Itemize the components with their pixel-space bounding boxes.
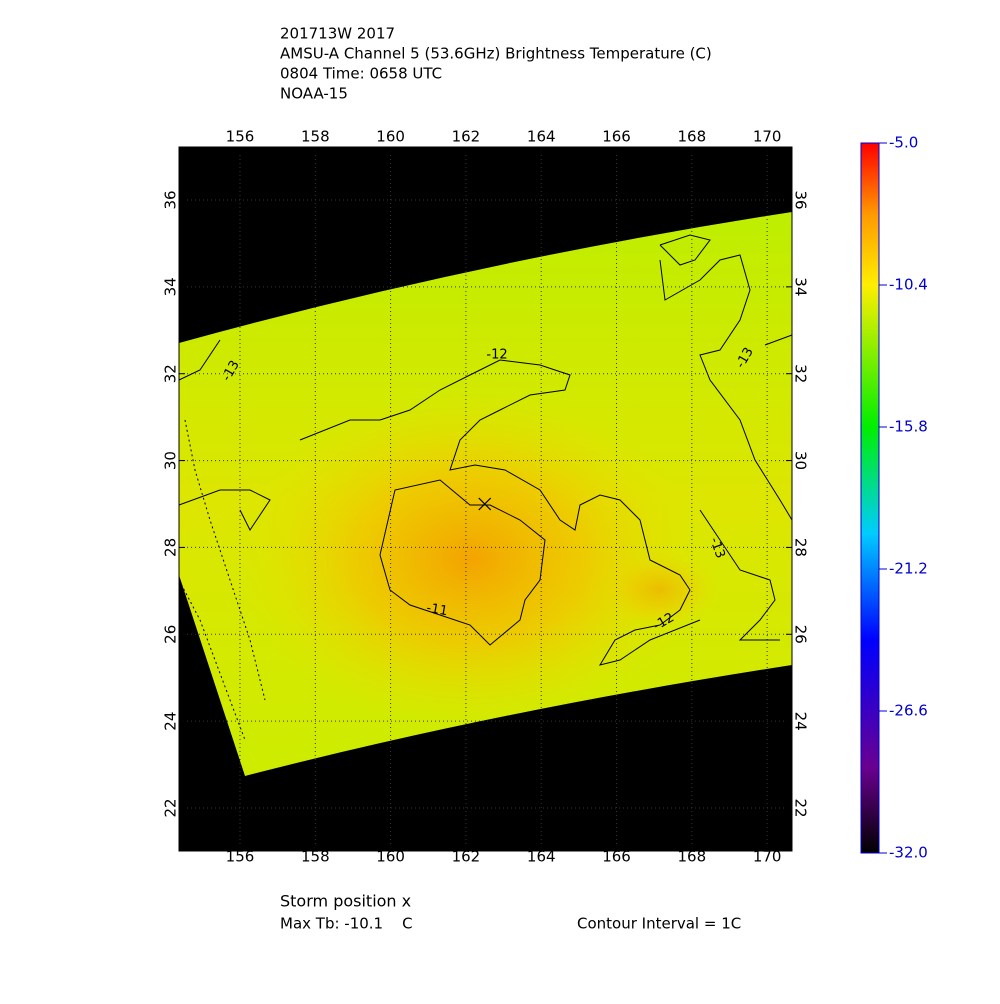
lat-label: 32: [162, 364, 180, 383]
lat-label: 36: [792, 190, 810, 209]
lat-label: 28: [162, 538, 180, 557]
lon-label: 160: [376, 128, 405, 146]
contour-label: -13: [706, 535, 727, 560]
lat-label: 26: [792, 625, 810, 644]
contour-label: -12: [486, 348, 507, 363]
lat-label: 22: [792, 798, 810, 817]
lat-label: 28: [792, 538, 810, 557]
lat-label: 34: [792, 277, 810, 296]
title-line: NOAA-15: [280, 85, 348, 103]
lon-label: 164: [527, 128, 556, 146]
lon-label: 162: [452, 848, 481, 866]
lon-label: 158: [301, 848, 330, 866]
contour-line: [178, 234, 793, 641]
lon-label: 170: [753, 848, 782, 866]
colorbar-label: -10.4: [889, 276, 928, 294]
title-line: 0804 Time: 0658 UTC: [280, 65, 442, 83]
contour-line: [178, 419, 266, 741]
lon-label: 158: [301, 128, 330, 146]
storm-note: Storm position x: [280, 892, 411, 911]
colorbar-ramp: [860, 142, 880, 854]
storm-x: [478, 497, 492, 511]
colorbar-label: -21.2: [889, 560, 928, 578]
warm-spot: [600, 550, 720, 630]
axes: 156 156 158 158 160 160 162 162 164 164 166 166 168 1…: [162, 128, 810, 866]
lat-label: 26: [162, 625, 180, 644]
lat-label: 36: [162, 190, 180, 209]
lat-label: 24: [162, 712, 180, 731]
title-block: 201713W 2017 AMSU-A Channel 5 (53.6GHz) B…: [280, 25, 712, 103]
lat-label: 30: [792, 451, 810, 470]
colorbar-label: -32.0: [889, 844, 928, 862]
warm-core: [240, 390, 700, 730]
lon-label: 168: [678, 848, 707, 866]
contours: [178, 234, 793, 741]
contour-line: [379, 479, 546, 646]
colorbar-label: -15.8: [889, 418, 928, 436]
max-tb: Max Tb: -10.1 C: [280, 915, 413, 933]
lat-label: 24: [792, 712, 810, 731]
contour-line: [178, 359, 701, 666]
lon-label: 170: [753, 128, 782, 146]
lat-label: 34: [162, 277, 180, 296]
title-line: AMSU-A Channel 5 (53.6GHz) Brightness Te…: [280, 45, 712, 63]
lon-label: 166: [602, 848, 631, 866]
lon-label: 156: [226, 128, 255, 146]
colorbar: -5.0 -10.4 -15.8 -21.2 -26.6 -32.0: [860, 134, 928, 862]
lon-label: 162: [452, 128, 481, 146]
lat-label: 32: [792, 364, 810, 383]
lon-label: 156: [226, 848, 255, 866]
title-line: 201713W 2017: [280, 25, 395, 43]
colorbar-label: -5.0: [889, 134, 918, 152]
storm-marker: [478, 497, 492, 511]
lon-label: 160: [376, 848, 405, 866]
lon-label: 164: [527, 848, 556, 866]
colorbar-label: -26.6: [889, 702, 928, 720]
map-frame: [178, 146, 793, 852]
lat-label: 22: [162, 798, 180, 817]
lat-label: 30: [162, 451, 180, 470]
contour-label: -11: [425, 601, 449, 619]
lon-label: 166: [602, 128, 631, 146]
contour-interval: Contour Interval = 1C: [577, 915, 741, 933]
lon-label: 168: [678, 128, 707, 146]
